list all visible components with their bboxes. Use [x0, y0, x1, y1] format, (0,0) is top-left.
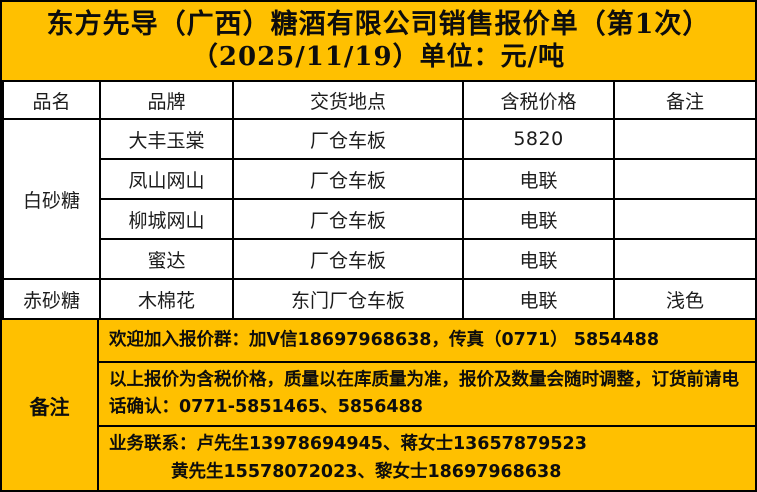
sheet-title-line1: 东方先导（广西）糖酒有限公司销售报价单（第1次）	[46, 9, 711, 41]
table-row: 凤山网山 厂仓车板 电联	[3, 158, 755, 200]
table-row: 赤砂糖 木棉花 东门厂仓车板 电联 浅色	[2, 278, 755, 320]
remarks-section: 备注 欢迎加入报价群：加V信18697968638，传真（0771） 58544…	[2, 320, 755, 490]
header-price: 含税价格	[462, 80, 615, 120]
sheet-title-block: 东方先导（广西）糖酒有限公司销售报价单（第1次） （2025/11/19）单位：…	[2, 2, 755, 80]
location-cell: 厂仓车板	[232, 198, 464, 240]
header-brand: 品牌	[99, 80, 234, 120]
remark-price-disclaimer: 以上报价为含税价格，质量以在库质量为准，报价及数量会随时调整，订货前请电话确认：…	[99, 363, 755, 427]
remark-line: 以上报价为含税价格，质量以在库质量为准，报价及数量会随时调整，订货前请电话确认：…	[109, 369, 739, 417]
brand-cell: 大丰玉棠	[99, 118, 234, 160]
quote-table: 品名 品牌 交货地点 含税价格 备注 白砂糖 大丰玉棠 厂仓车板 5820 凤山…	[2, 80, 755, 320]
price-cell: 电联	[462, 158, 615, 200]
brand-cell: 蜜达	[99, 238, 234, 280]
header-note: 备注	[613, 80, 755, 120]
remark-line: 欢迎加入报价群：加V信18697968638，传真（0771） 5854488	[109, 329, 660, 350]
product-name-cell: 赤砂糖	[2, 278, 101, 320]
note-cell	[613, 198, 755, 240]
remark-line: 业务联系：卢先生13978694945、蒋女士13657879523	[109, 434, 587, 455]
remarks-label: 备注	[2, 320, 99, 490]
sheet-title-line2: （2025/11/19）单位：元/吨	[191, 42, 566, 73]
price-cell: 电联	[462, 198, 615, 240]
table-row: 蜜达 厂仓车板 电联	[3, 238, 755, 280]
note-cell: 浅色	[613, 278, 755, 320]
table-row: 白砂糖 大丰玉棠 厂仓车板 5820	[2, 118, 755, 280]
note-cell	[613, 118, 755, 160]
remark-group-contact: 欢迎加入报价群：加V信18697968638，传真（0771） 5854488	[99, 320, 755, 363]
location-cell: 厂仓车板	[232, 158, 464, 200]
location-cell: 东门厂仓车板	[232, 278, 464, 320]
header-product: 品名	[2, 80, 101, 120]
remarks-notes: 欢迎加入报价群：加V信18697968638，传真（0771） 5854488 …	[99, 320, 755, 490]
note-cell	[613, 158, 755, 200]
brand-cell: 木棉花	[99, 278, 234, 320]
product-name-cell: 白砂糖	[2, 118, 101, 280]
table-row: 柳城网山 厂仓车板 电联	[3, 198, 755, 240]
note-cell	[613, 238, 755, 280]
price-cell: 5820	[462, 118, 615, 160]
remark-business-contacts: 业务联系：卢先生13978694945、蒋女士13657879523 黄先生15…	[99, 427, 755, 490]
brand-cell: 柳城网山	[99, 198, 234, 240]
location-cell: 厂仓车板	[232, 238, 464, 280]
remark-line: 黄先生15578072023、黎女士18697968638	[171, 461, 562, 482]
price-cell: 电联	[462, 238, 615, 280]
table-header-row: 品名 品牌 交货地点 含税价格 备注	[2, 80, 755, 120]
header-location: 交货地点	[232, 80, 464, 120]
price-cell: 电联	[462, 278, 615, 320]
brand-cell: 凤山网山	[99, 158, 234, 200]
location-cell: 厂仓车板	[232, 118, 464, 160]
